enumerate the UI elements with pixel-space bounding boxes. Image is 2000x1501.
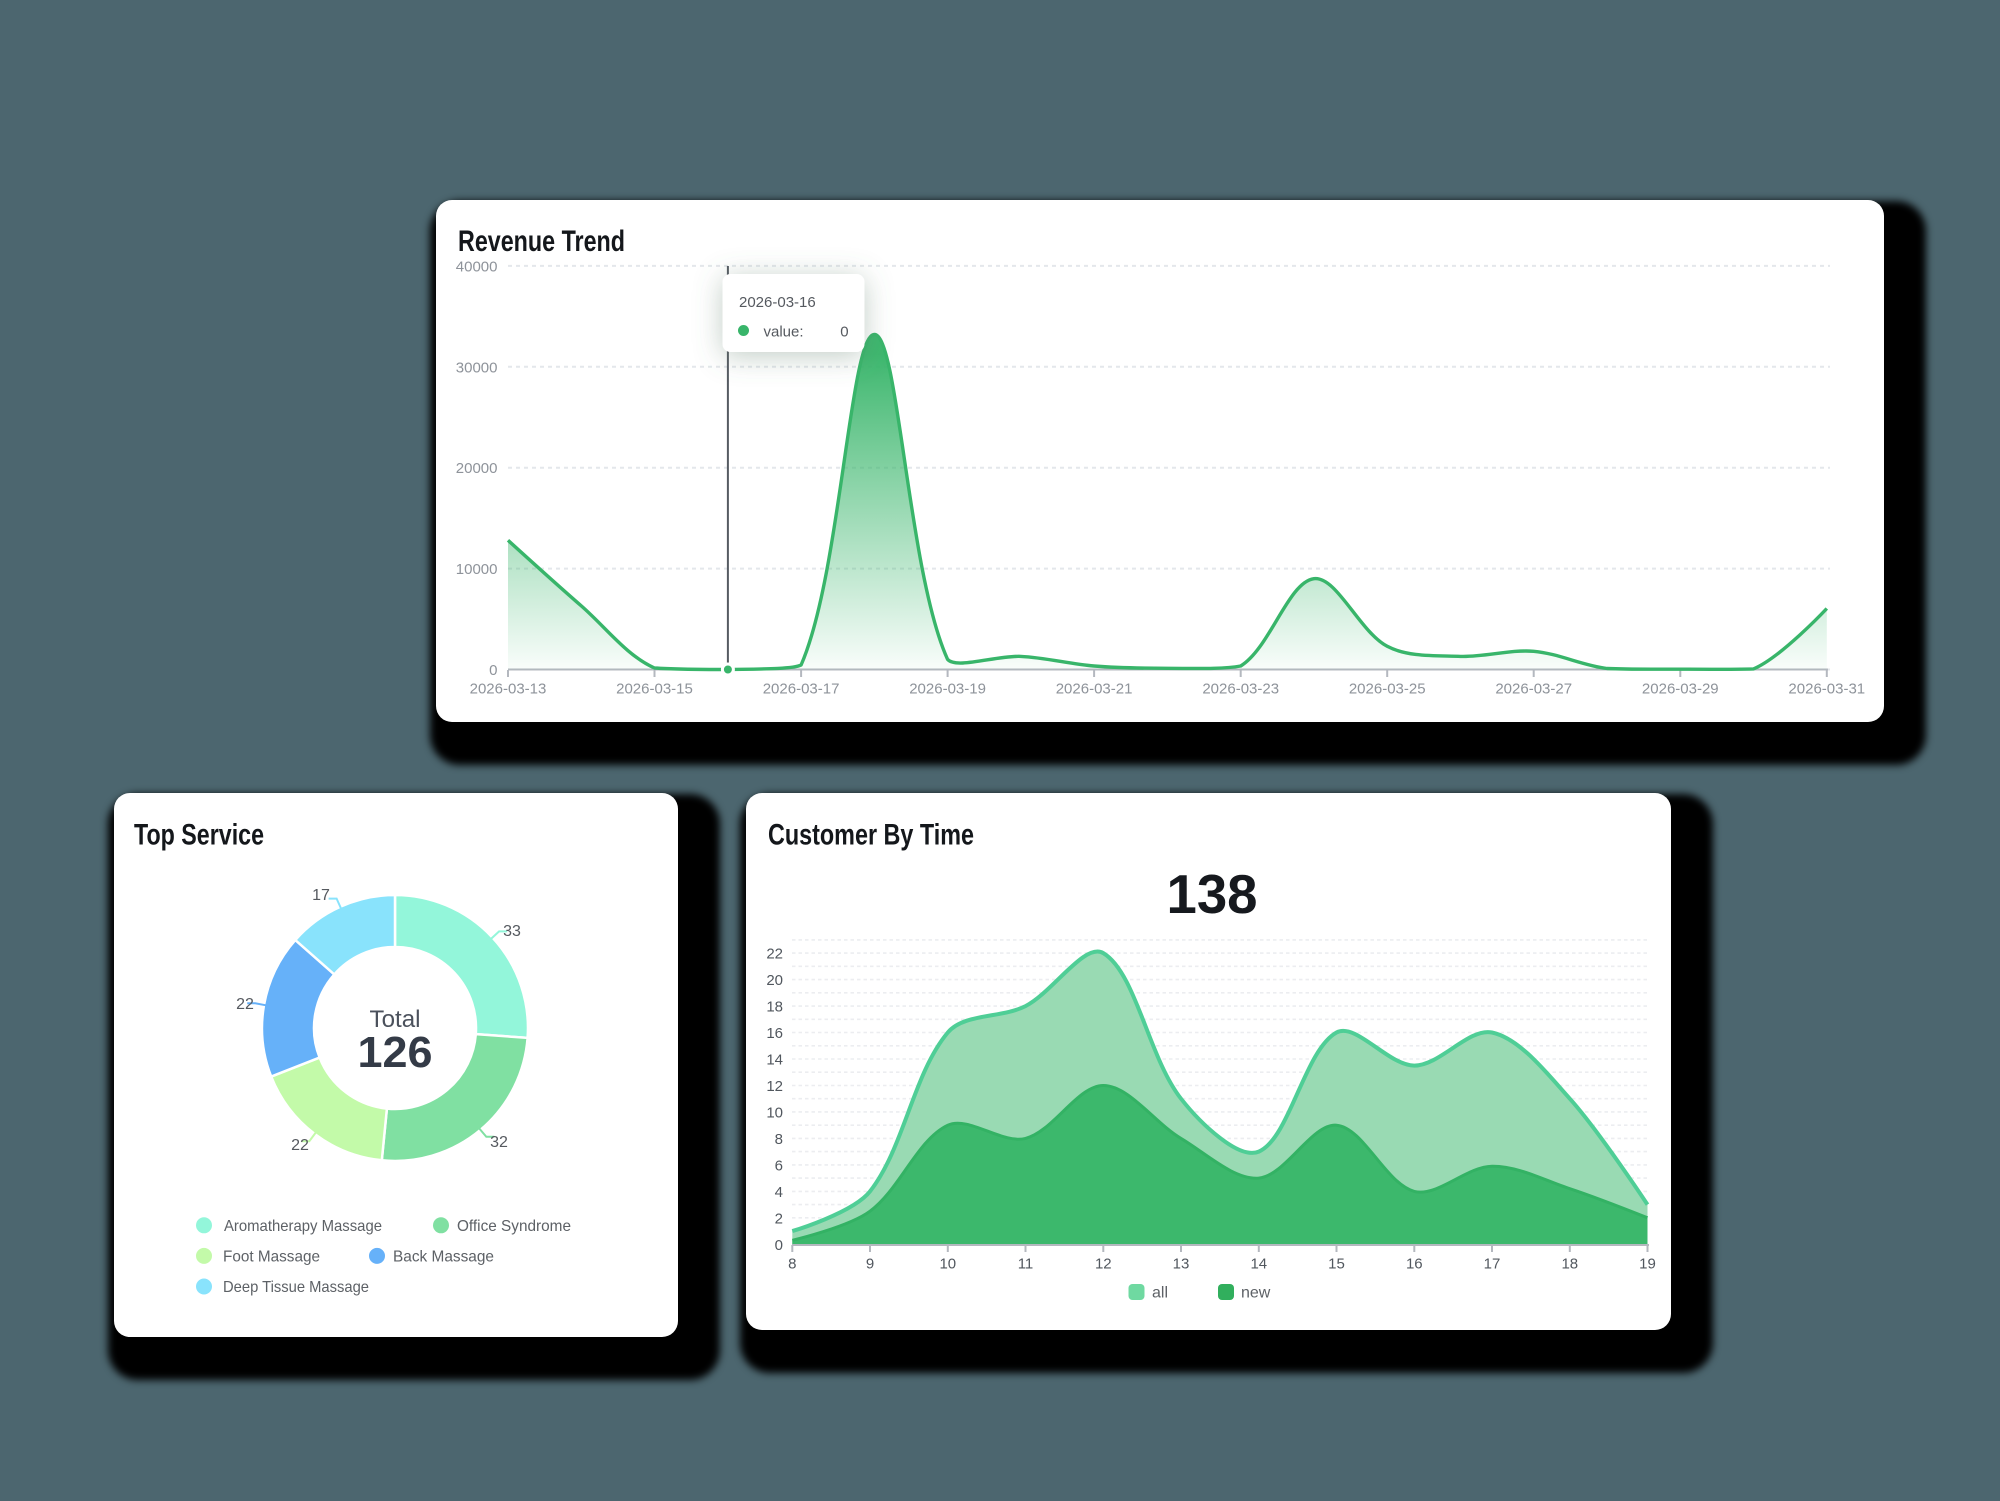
svg-text:2: 2 <box>775 1210 783 1227</box>
svg-text:2026-03-21: 2026-03-21 <box>1056 681 1133 698</box>
svg-text:2026-03-15: 2026-03-15 <box>616 681 693 698</box>
svg-text:value:: value: <box>764 324 804 341</box>
svg-text:0: 0 <box>840 324 848 341</box>
svg-text:Total: Total <box>370 1006 421 1033</box>
svg-text:all: all <box>1152 1285 1168 1302</box>
svg-text:126: 126 <box>358 1028 433 1077</box>
svg-text:Aromatherapy Massage: Aromatherapy Massage <box>224 1218 382 1235</box>
svg-text:14: 14 <box>766 1052 783 1069</box>
svg-text:8: 8 <box>775 1131 783 1148</box>
svg-text:17: 17 <box>312 887 330 904</box>
svg-text:20: 20 <box>766 972 783 989</box>
svg-text:10: 10 <box>766 1104 783 1121</box>
svg-text:12: 12 <box>1095 1256 1112 1273</box>
svg-text:138: 138 <box>1167 863 1258 925</box>
svg-text:15: 15 <box>1328 1256 1345 1273</box>
svg-text:10: 10 <box>939 1256 956 1273</box>
svg-text:22: 22 <box>236 996 254 1013</box>
svg-text:9: 9 <box>866 1256 874 1273</box>
svg-text:0: 0 <box>775 1237 783 1254</box>
svg-text:16: 16 <box>1406 1256 1423 1273</box>
svg-text:8: 8 <box>788 1256 796 1273</box>
svg-text:2026-03-23: 2026-03-23 <box>1202 681 1279 698</box>
svg-text:18: 18 <box>1561 1256 1578 1273</box>
svg-text:Foot Massage: Foot Massage <box>223 1249 320 1266</box>
svg-text:Office Syndrome: Office Syndrome <box>457 1218 571 1235</box>
svg-text:Customer By Time: Customer By Time <box>768 819 974 852</box>
svg-text:22: 22 <box>766 946 783 963</box>
svg-text:17: 17 <box>1484 1256 1501 1273</box>
svg-text:22: 22 <box>291 1137 309 1154</box>
svg-text:11: 11 <box>1018 1256 1034 1273</box>
svg-text:2026-03-17: 2026-03-17 <box>763 681 840 698</box>
svg-text:13: 13 <box>1173 1256 1190 1273</box>
svg-text:10000: 10000 <box>456 561 498 578</box>
svg-text:2026-03-13: 2026-03-13 <box>470 681 547 698</box>
svg-text:Deep Tissue Massage: Deep Tissue Massage <box>223 1279 369 1296</box>
svg-text:18: 18 <box>766 999 783 1016</box>
svg-text:30000: 30000 <box>456 359 498 376</box>
svg-text:20000: 20000 <box>456 460 498 477</box>
svg-text:2026-03-16: 2026-03-16 <box>739 294 816 311</box>
svg-text:2026-03-25: 2026-03-25 <box>1349 681 1426 698</box>
svg-text:2026-03-27: 2026-03-27 <box>1495 681 1572 698</box>
svg-text:Top Service: Top Service <box>134 819 264 852</box>
svg-text:Revenue Trend: Revenue Trend <box>458 225 625 258</box>
svg-text:33: 33 <box>503 923 521 940</box>
svg-text:Back Massage: Back Massage <box>393 1249 494 1266</box>
svg-text:40000: 40000 <box>456 258 498 275</box>
svg-text:2026-03-29: 2026-03-29 <box>1642 681 1719 698</box>
svg-text:12: 12 <box>766 1078 783 1095</box>
svg-text:2026-03-19: 2026-03-19 <box>909 681 986 698</box>
svg-text:16: 16 <box>766 1025 783 1042</box>
svg-text:2026-03-31: 2026-03-31 <box>1788 681 1865 698</box>
svg-text:32: 32 <box>490 1134 508 1151</box>
svg-text:0: 0 <box>489 662 497 679</box>
svg-text:19: 19 <box>1639 1256 1656 1273</box>
svg-text:6: 6 <box>775 1157 783 1174</box>
svg-text:14: 14 <box>1250 1256 1267 1273</box>
svg-text:4: 4 <box>775 1184 783 1201</box>
svg-text:new: new <box>1241 1285 1271 1302</box>
